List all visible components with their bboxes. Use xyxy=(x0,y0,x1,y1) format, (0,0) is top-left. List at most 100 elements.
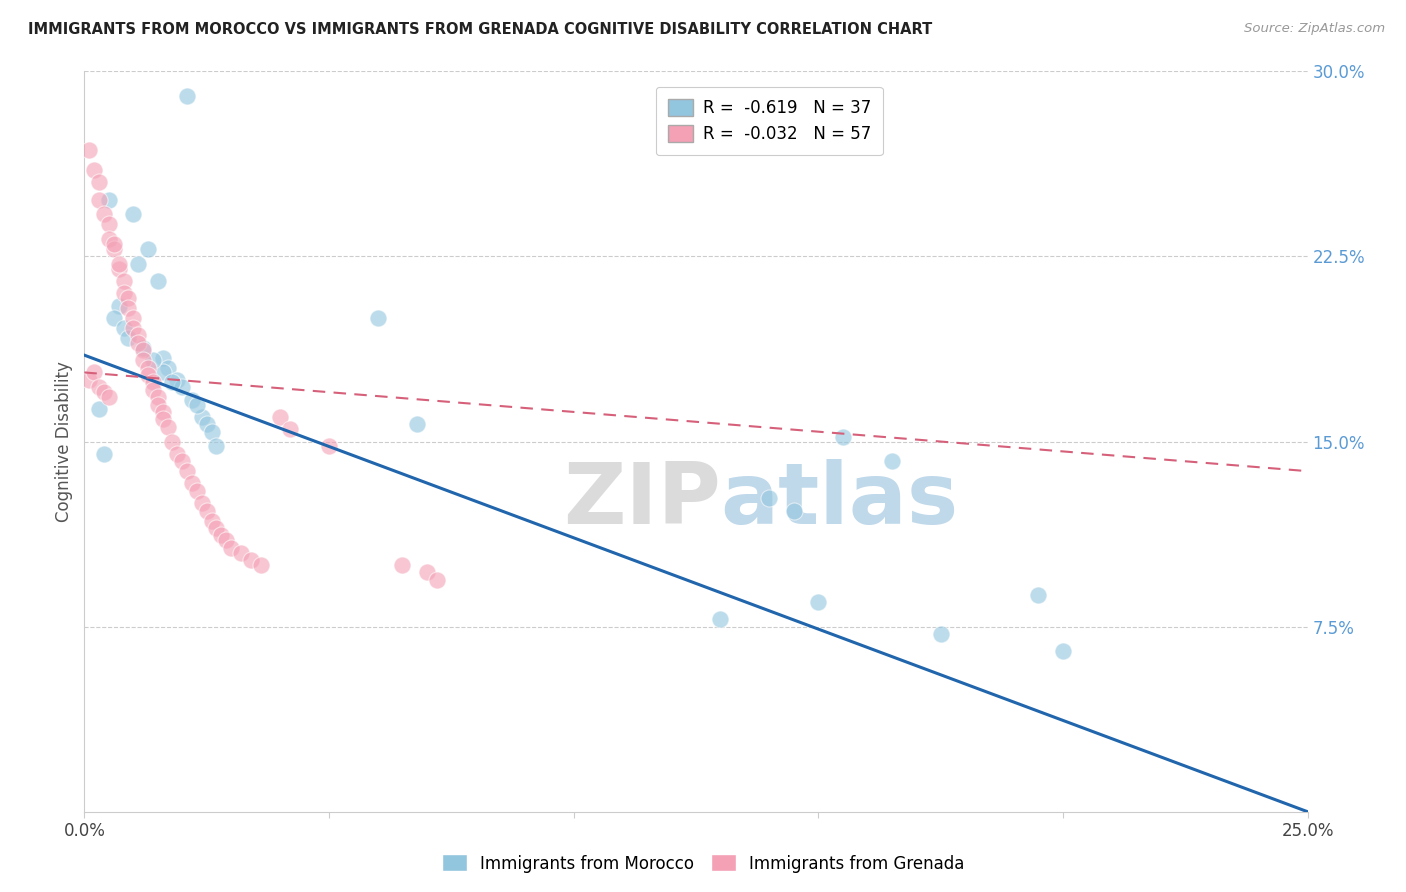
Point xyxy=(880,454,903,468)
Point xyxy=(391,558,413,572)
Point xyxy=(172,454,194,468)
Point xyxy=(127,328,149,343)
Point xyxy=(269,409,291,424)
Point xyxy=(200,425,222,439)
Point xyxy=(107,299,129,313)
Point xyxy=(1028,588,1050,602)
Point xyxy=(152,405,174,419)
Point xyxy=(93,385,115,400)
Point xyxy=(176,464,198,478)
Point xyxy=(156,360,179,375)
Point xyxy=(136,242,159,256)
Point xyxy=(97,390,120,404)
Point xyxy=(112,274,135,288)
Point xyxy=(132,343,155,358)
Point xyxy=(278,422,301,436)
Point xyxy=(249,558,271,572)
Point xyxy=(406,417,429,432)
Point xyxy=(181,476,204,491)
Text: Source: ZipAtlas.com: Source: ZipAtlas.com xyxy=(1244,22,1385,36)
Point xyxy=(103,242,125,256)
Point xyxy=(758,491,780,506)
Point xyxy=(132,353,155,368)
Point xyxy=(142,376,165,390)
Point xyxy=(186,483,208,498)
Point xyxy=(103,237,125,252)
Point xyxy=(176,89,198,103)
Point xyxy=(97,232,120,246)
Text: atlas: atlas xyxy=(720,459,959,542)
Point xyxy=(127,257,149,271)
Point xyxy=(97,193,120,207)
Point xyxy=(1052,644,1074,658)
Point xyxy=(136,368,159,382)
Text: IMMIGRANTS FROM MOROCCO VS IMMIGRANTS FROM GRENADA COGNITIVE DISABILITY CORRELAT: IMMIGRANTS FROM MOROCCO VS IMMIGRANTS FR… xyxy=(28,22,932,37)
Point xyxy=(152,366,174,380)
Legend: R =  -0.619   N = 37, R =  -0.032   N = 57: R = -0.619 N = 37, R = -0.032 N = 57 xyxy=(657,87,883,155)
Point xyxy=(127,335,149,350)
Point xyxy=(166,447,188,461)
Point xyxy=(929,627,952,641)
Point xyxy=(229,546,252,560)
Point xyxy=(142,353,165,368)
Point xyxy=(367,311,389,326)
Point xyxy=(87,193,110,207)
Point xyxy=(112,321,135,335)
Point xyxy=(807,595,830,609)
Point xyxy=(416,566,439,580)
Point xyxy=(93,207,115,221)
Point xyxy=(195,503,218,517)
Point xyxy=(831,429,853,443)
Point xyxy=(142,383,165,397)
Point xyxy=(426,573,449,587)
Point xyxy=(186,398,208,412)
Point xyxy=(219,541,242,555)
Point xyxy=(209,528,232,542)
Point xyxy=(318,440,340,454)
Point xyxy=(195,417,218,432)
Point xyxy=(87,175,110,190)
Point xyxy=(122,207,145,221)
Y-axis label: Cognitive Disability: Cognitive Disability xyxy=(55,361,73,522)
Point xyxy=(107,257,129,271)
Point xyxy=(783,503,806,517)
Point xyxy=(117,331,139,345)
Point xyxy=(87,380,110,394)
Point xyxy=(103,311,125,326)
Point xyxy=(136,360,159,375)
Point xyxy=(239,553,262,567)
Point xyxy=(107,261,129,276)
Point xyxy=(162,376,184,390)
Point xyxy=(162,434,184,449)
Point xyxy=(152,412,174,426)
Legend: Immigrants from Morocco, Immigrants from Grenada: Immigrants from Morocco, Immigrants from… xyxy=(434,847,972,880)
Point xyxy=(146,274,169,288)
Point xyxy=(191,496,214,510)
Point xyxy=(156,419,179,434)
Point xyxy=(77,373,100,387)
Point xyxy=(87,402,110,417)
Point xyxy=(132,341,155,355)
Point xyxy=(77,144,100,158)
Point xyxy=(215,533,238,548)
Text: ZIP: ZIP xyxy=(562,459,720,542)
Point xyxy=(191,409,214,424)
Point xyxy=(152,351,174,365)
Point xyxy=(146,398,169,412)
Point xyxy=(181,392,204,407)
Point xyxy=(205,440,228,454)
Point xyxy=(122,321,145,335)
Point xyxy=(205,521,228,535)
Point xyxy=(122,311,145,326)
Point xyxy=(166,373,188,387)
Point xyxy=(146,390,169,404)
Point xyxy=(93,447,115,461)
Point xyxy=(83,163,105,178)
Point xyxy=(117,292,139,306)
Point xyxy=(83,366,105,380)
Point xyxy=(97,218,120,232)
Point xyxy=(112,286,135,301)
Point xyxy=(709,612,731,626)
Point xyxy=(200,514,222,528)
Point xyxy=(172,380,194,394)
